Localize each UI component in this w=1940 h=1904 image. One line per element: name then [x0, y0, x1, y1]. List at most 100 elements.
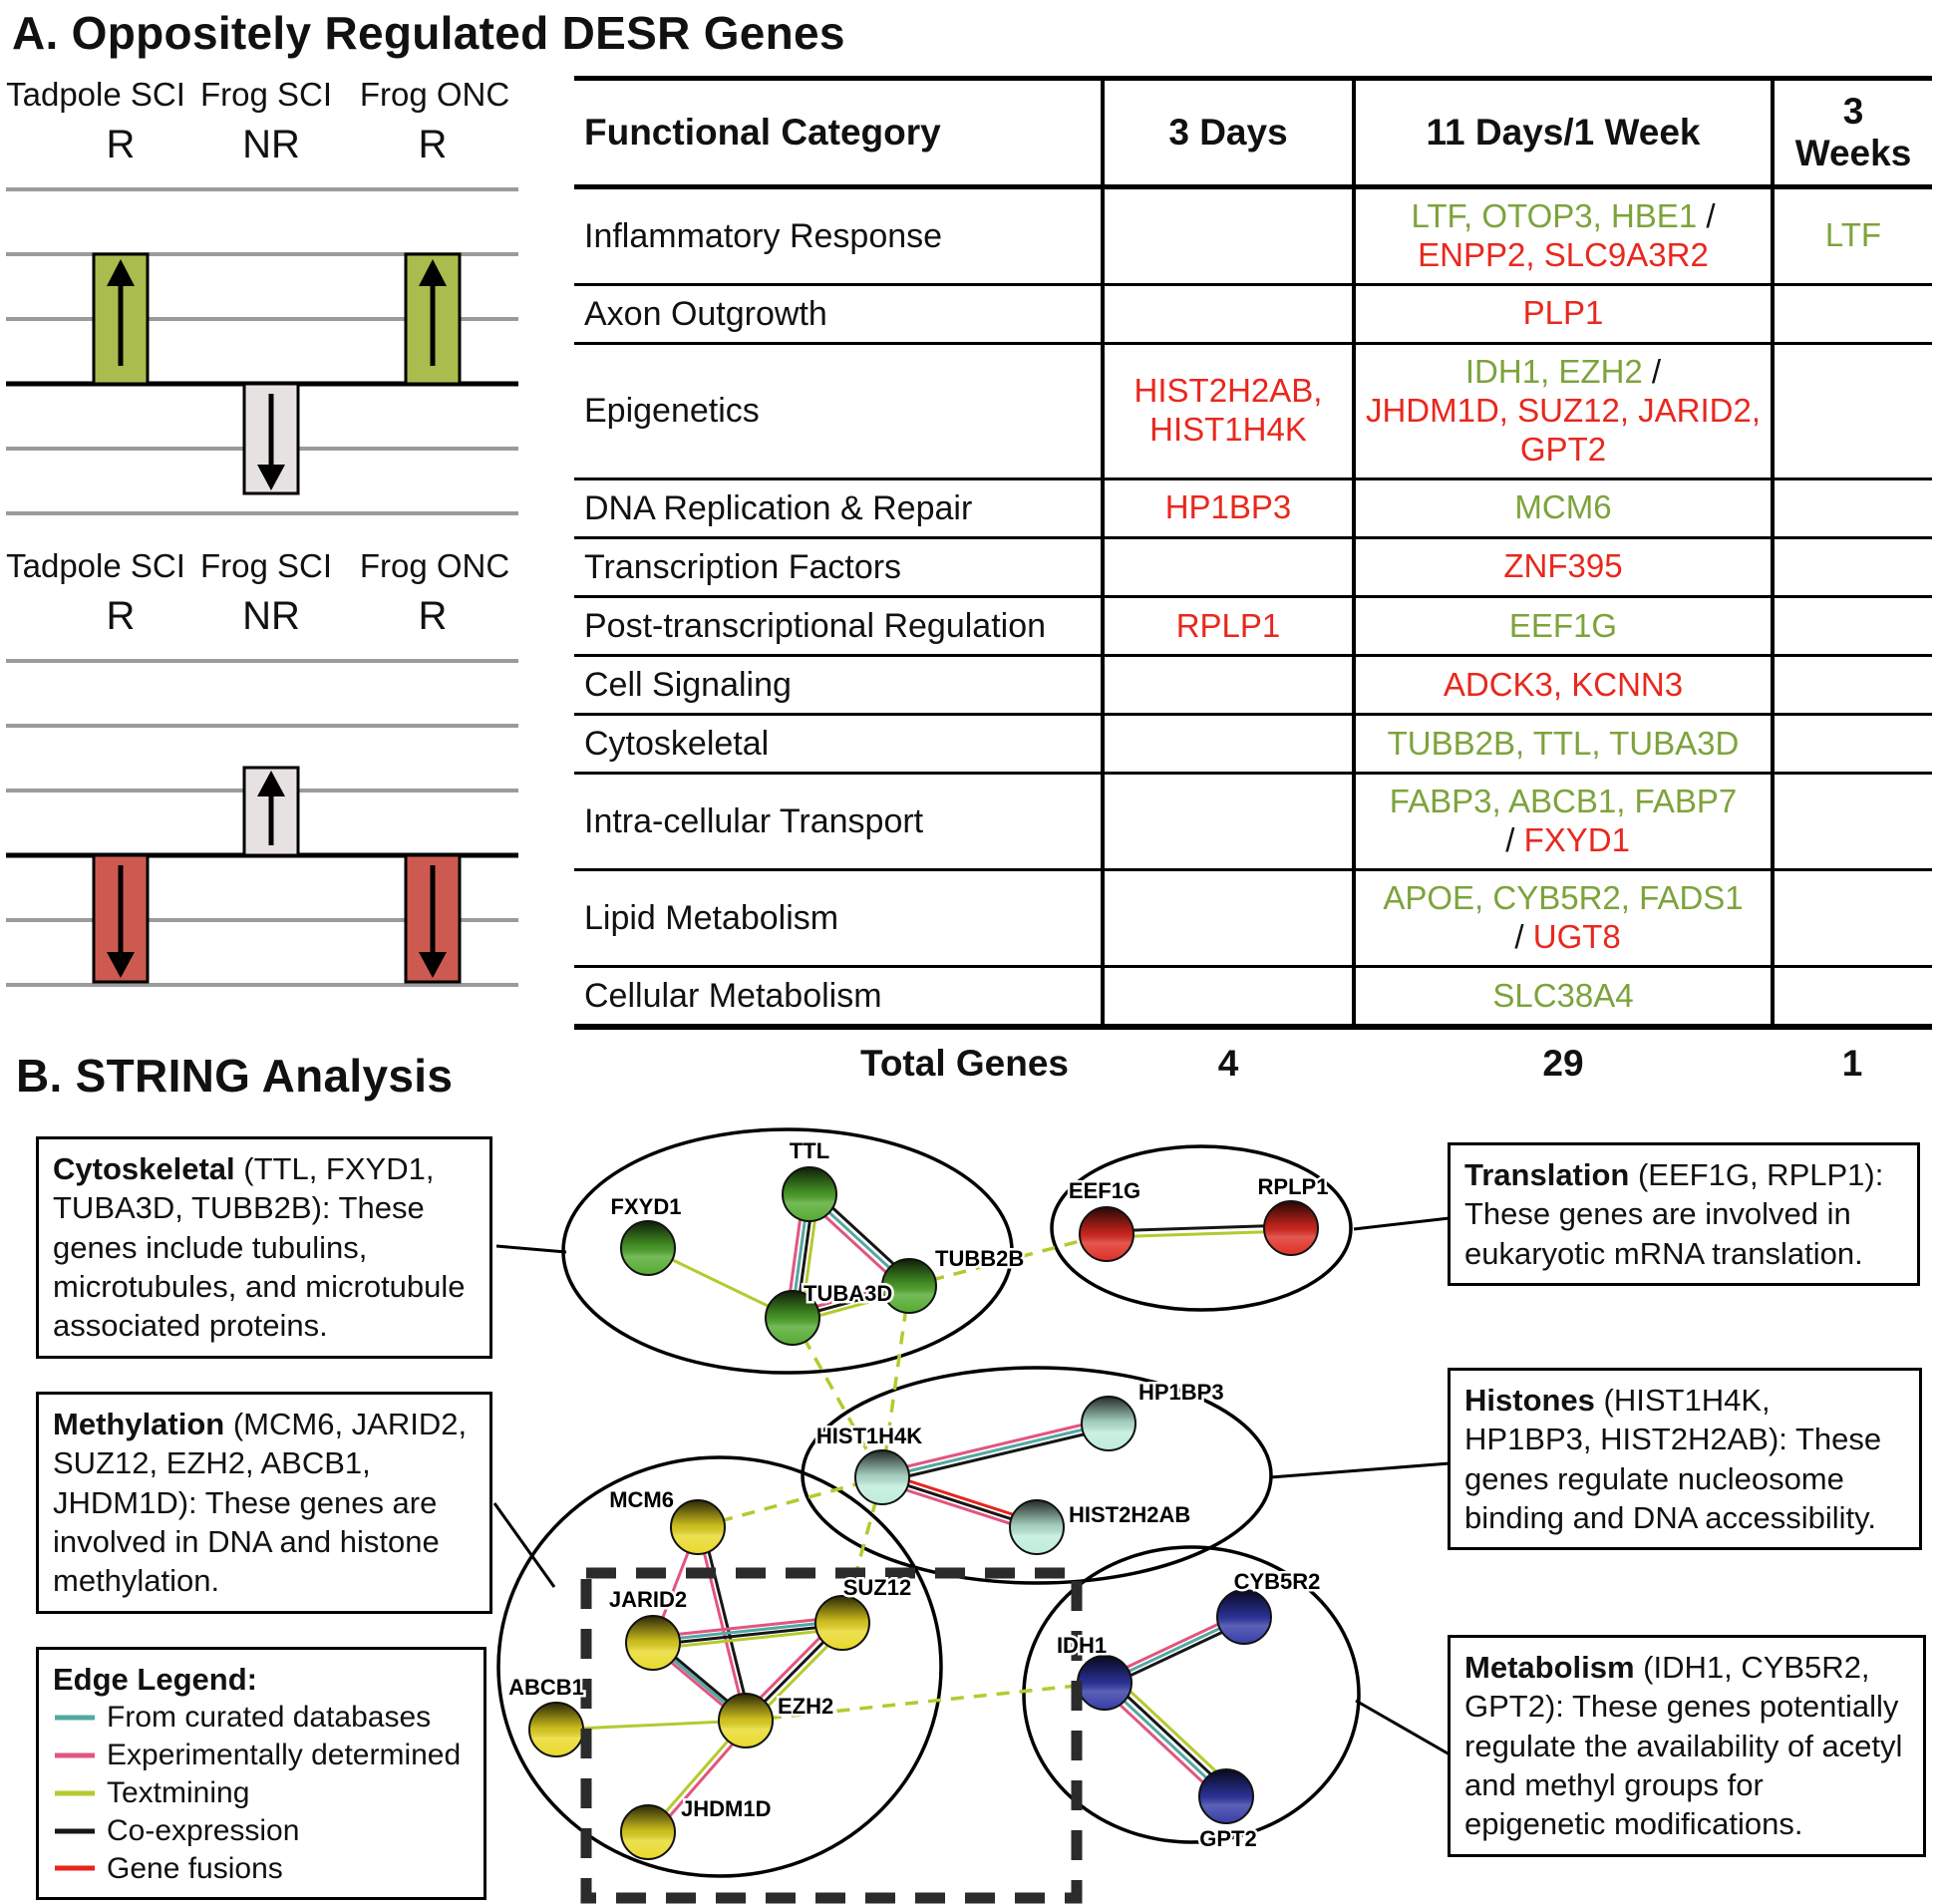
- diagram-col-header: Frog SCI: [200, 547, 332, 584]
- genes-11days: EEF1G: [1354, 596, 1775, 658]
- category-cell: Cytoskeletal: [574, 714, 1105, 776]
- genes-3days: HIST2H2AB, HIST1H4K: [1103, 343, 1356, 480]
- genes-11days: TUBB2B, TTL, TUBA3D: [1354, 714, 1775, 776]
- gene-node-hist2h2ab: [1009, 1499, 1065, 1555]
- gene-label-eef1g: EEF1G: [1069, 1178, 1140, 1203]
- methylation-box: Methylation (MCM6, JARID2, SUZ12, EZH2, …: [36, 1392, 492, 1614]
- table-row: Lipid Metabolism APOE, CYB5R2, FADS1 / U…: [574, 869, 1932, 969]
- genes-11days: ADCK3, KCNN3: [1354, 655, 1775, 717]
- histones-cluster-ellipse: [801, 1366, 1273, 1585]
- edge-eef1g-rplp1: [1106, 1223, 1292, 1239]
- methylation-cluster-ellipse: [496, 1455, 943, 1878]
- genes-3weeks: LTF: [1773, 186, 1932, 286]
- genes-3weeks: [1773, 773, 1932, 872]
- category-cell: Inflammatory Response: [574, 186, 1105, 286]
- legend-item-label: Co-expression: [107, 1813, 300, 1847]
- dashed-highlight-rect: [580, 1567, 1083, 1904]
- gene-node-rplp1: [1263, 1200, 1319, 1256]
- legend-item: Textmining: [53, 1774, 470, 1812]
- gene-label-ttl: TTL: [790, 1138, 829, 1163]
- genes-11days: IDH1, EZH2 /JHDM1D, SUZ12, JARID2, GPT2: [1354, 343, 1775, 480]
- gene-node-gpt2: [1198, 1768, 1254, 1824]
- gene-node-ttl: [782, 1166, 837, 1222]
- legend-item-label: Experimentally determined: [107, 1739, 462, 1772]
- gene-fusions-swatch-icon: [55, 1865, 95, 1871]
- gene-label-tubb2b: TUBB2B: [935, 1246, 1024, 1271]
- genes-3weeks: [1773, 655, 1932, 717]
- gene-node-ezh2: [718, 1693, 774, 1748]
- gene-node-eef1g: [1079, 1206, 1134, 1262]
- genes-3weeks: [1773, 714, 1932, 776]
- inter-cluster-edges: [697, 1232, 1108, 1723]
- gene-node-tubb2b: [881, 1258, 937, 1314]
- histones-box: Histones (HIST1H4K, HP1BP3, HIST2H2AB): …: [1448, 1368, 1922, 1551]
- genes-11days: MCM6: [1354, 478, 1775, 539]
- genes-3days: [1103, 186, 1356, 286]
- gene-node-hist1h4k: [854, 1449, 910, 1505]
- genes-3weeks: [1773, 966, 1932, 1031]
- gene-node-abcb1: [528, 1702, 584, 1757]
- metabolism-cluster-ellipse: [1022, 1545, 1361, 1844]
- table-row: Epigenetics HIST2H2AB, HIST1H4K IDH1, EZ…: [574, 343, 1932, 480]
- genes-11days: ZNF395: [1354, 537, 1775, 599]
- gene-label-mcm6: MCM6: [609, 1487, 674, 1512]
- gene-node-jarid2: [625, 1615, 681, 1671]
- table-row: Transcription Factors ZNF395: [574, 537, 1932, 599]
- box-title: Methylation: [53, 1407, 225, 1441]
- gene-node-jhdm1d: [620, 1804, 676, 1860]
- response-label: NR: [242, 594, 300, 638]
- co-expression-swatch-icon: [55, 1828, 95, 1834]
- response-label: R: [107, 594, 136, 638]
- category-cell: Cell Signaling: [574, 655, 1105, 717]
- down-arrow-frog-sci: [242, 382, 300, 495]
- box-body: (HIST1H4K, HP1BP3, HIST2H2AB): These gen…: [1464, 1383, 1882, 1536]
- box-title: Metabolism: [1464, 1650, 1635, 1685]
- category-cell: DNA Replication & Repair: [574, 478, 1105, 539]
- category-cell: Epigenetics: [574, 343, 1105, 480]
- genes-11days: FABP3, ABCB1, FABP7 / FXYD1: [1354, 773, 1775, 872]
- gene-node-idh1: [1077, 1655, 1132, 1711]
- genes-3days: [1103, 284, 1356, 345]
- genes-11days: LTF, OTOP3, HBE1 /ENPP2, SLC9A3R2: [1354, 186, 1775, 286]
- up-arrow-frog-onc: [404, 252, 462, 386]
- table-row: Cellular Metabolism SLC38A4: [574, 966, 1932, 1031]
- legend-item: Gene fusions: [53, 1850, 470, 1888]
- totals-row: Total Genes 4 29 1: [574, 1027, 1932, 1098]
- category-cell: Axon Outgrowth: [574, 284, 1105, 345]
- diagram-col-header: Frog SCI: [200, 76, 332, 113]
- genes-11days: SLC38A4: [1354, 966, 1775, 1031]
- response-label: R: [419, 123, 448, 166]
- genes-3days: [1103, 714, 1356, 776]
- gene-label-rplp1: RPLP1: [1258, 1174, 1329, 1199]
- table-row: Post-transcriptional Regulation RPLP1 EE…: [574, 596, 1932, 658]
- edge-ezh2-abcb1: [555, 1719, 747, 1732]
- box-body: (IDH1, CYB5R2, GPT2): These genes potent…: [1464, 1650, 1903, 1842]
- totals-3days: 4: [1217, 1043, 1239, 1085]
- regulation-diagram-down: Tadpole SCI Frog SCI Frog ONC R NR R: [6, 547, 518, 987]
- gene-label-hist2h2ab: HIST2H2AB: [1069, 1502, 1190, 1527]
- genes-3days: [1103, 537, 1356, 599]
- desr-gene-table: Functional Category 3 Days 11 Days/1 Wee…: [574, 76, 1932, 1098]
- down-arrow-frog-onc: [404, 853, 462, 984]
- cytoskeletal-box: Cytoskeletal (TTL, FXYD1, TUBA3D, TUBB2B…: [36, 1136, 492, 1359]
- legend-item: Experimentally determined: [53, 1737, 470, 1774]
- diagram-col-header: Frog ONC: [360, 547, 509, 584]
- genes-3weeks: [1773, 537, 1932, 599]
- genes-3days: [1103, 869, 1356, 969]
- curated-databases-swatch-icon: [55, 1715, 95, 1721]
- gene-label-cyb5r2: CYB5R2: [1234, 1569, 1321, 1594]
- totals-3weeks: 1: [1841, 1043, 1863, 1085]
- category-cell: Lipid Metabolism: [574, 869, 1105, 969]
- gene-label-tuba3d: TUBA3D: [804, 1281, 892, 1306]
- edge-hist1h4k-hp1bp3: [881, 1417, 1110, 1484]
- genes-3days: [1103, 773, 1356, 872]
- category-cell: Cellular Metabolism: [574, 966, 1105, 1031]
- down-arrow-tadpole-sci: [92, 853, 150, 984]
- gene-label-abcb1: ABCB1: [508, 1675, 584, 1700]
- up-arrow-tadpole-sci: [92, 252, 150, 386]
- col-header-3-weeks: 3 Weeks: [1773, 76, 1932, 189]
- category-cell: Transcription Factors: [574, 537, 1105, 599]
- gene-node-fxyd1: [620, 1220, 676, 1276]
- table-row: Inflammatory Response LTF, OTOP3, HBE1 /…: [574, 186, 1932, 286]
